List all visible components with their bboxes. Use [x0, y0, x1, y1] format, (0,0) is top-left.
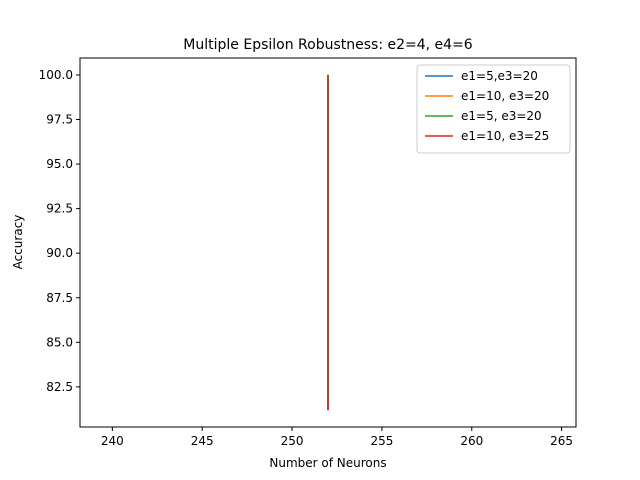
x-tick-label: 250: [281, 434, 304, 448]
plot-area-frame: [79, 57, 577, 428]
legend-entry-label: e1=5,e3=20: [461, 69, 538, 83]
x-axis-ticks: 240 245 250 255 260 265: [101, 427, 573, 448]
legend-entry-label: e1=5, e3=20: [461, 109, 542, 123]
x-axis-label: Number of Neurons: [269, 456, 386, 470]
y-tick-label: 97.5: [46, 113, 73, 127]
x-tick-label: 260: [460, 434, 483, 448]
y-axis-label: Accuracy: [11, 215, 25, 270]
x-tick-label: 265: [550, 434, 573, 448]
legend-box: [416, 64, 571, 154]
y-tick-label: 90.0: [46, 246, 73, 260]
y-tick-label: 82.5: [46, 380, 73, 394]
x-tick-label: 240: [101, 434, 124, 448]
legend-entry-label: e1=10, e3=20: [461, 89, 549, 103]
legend-entry-label: e1=10, e3=25: [461, 129, 549, 143]
y-tick-label: 87.5: [46, 291, 73, 305]
y-axis-ticks: 82.5 85.0 87.5 90.0 92.5 95.0 97.5 100.0: [39, 68, 80, 394]
y-tick-label: 92.5: [46, 202, 73, 216]
x-tick-label: 245: [191, 434, 214, 448]
y-tick-label: 85.0: [46, 335, 73, 349]
y-tick-label: 95.0: [46, 157, 73, 171]
chart-title: Multiple Epsilon Robustness: e2=4, e4=6: [183, 37, 473, 53]
y-tick-label: 100.0: [39, 68, 73, 82]
x-tick-label: 255: [370, 434, 393, 448]
legend: e1=5,e3=20 e1=10, e3=20 e1=5, e3=20 e1=10, …: [416, 64, 571, 154]
